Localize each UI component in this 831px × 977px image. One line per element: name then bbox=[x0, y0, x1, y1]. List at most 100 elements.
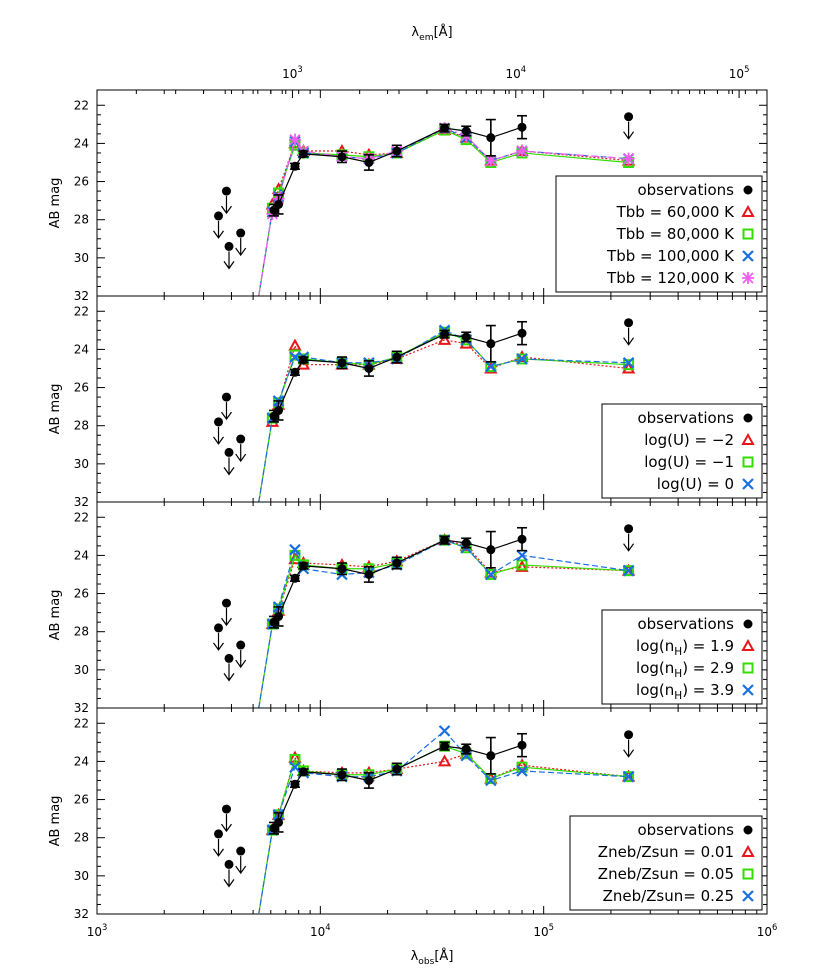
legend-label: Tbb = 60,000 K bbox=[616, 203, 736, 221]
upper-limit-arrow bbox=[223, 653, 235, 682]
series-point bbox=[621, 361, 636, 374]
observation-point bbox=[290, 573, 300, 583]
upper-limit-arrow bbox=[220, 186, 232, 215]
series-point bbox=[437, 332, 452, 345]
upper-limit-arrow bbox=[223, 859, 235, 888]
panel-frame bbox=[96, 707, 768, 915]
series-point bbox=[288, 338, 302, 351]
series-point bbox=[516, 353, 528, 365]
upper-limit-arrow bbox=[220, 392, 232, 421]
legend-marker bbox=[742, 250, 754, 262]
legend-entry: observations bbox=[637, 821, 753, 839]
observations-line bbox=[294, 332, 523, 373]
observation-point bbox=[337, 358, 347, 368]
y-tick-label: 32 bbox=[74, 907, 89, 921]
series-line bbox=[271, 127, 629, 215]
legend-label: Zneb/Zsun= 0.25 bbox=[603, 887, 734, 905]
legend-entry: Zneb/Zsun = 0.01 bbox=[598, 843, 755, 861]
observation-point bbox=[364, 157, 374, 167]
legend-entry: Tbb = 60,000 K bbox=[616, 203, 755, 221]
y-axis-label: AB mag bbox=[48, 178, 63, 229]
series-point bbox=[622, 356, 635, 369]
observation-point bbox=[517, 328, 527, 338]
legend-box bbox=[601, 609, 763, 705]
observation-point bbox=[274, 405, 284, 415]
legend-entry: Zneb/Zsun = 0.05 bbox=[598, 865, 754, 883]
upper-limit-arrow bbox=[235, 228, 247, 257]
observation-point bbox=[461, 126, 471, 136]
series-dropoff-line bbox=[258, 623, 273, 708]
series-point bbox=[289, 754, 301, 765]
series-line bbox=[271, 539, 629, 625]
legend-label: log(U) = 0 bbox=[657, 475, 734, 493]
legend-label: log(nH) = 2.9 bbox=[636, 659, 734, 680]
legend-entry: Tbb = 80,000 K bbox=[616, 225, 754, 243]
legend-entry: observations bbox=[637, 615, 753, 633]
y-axis-label: AB mag bbox=[48, 590, 63, 641]
series-line bbox=[271, 539, 629, 625]
series-point bbox=[289, 351, 301, 363]
legend-entry: Tbb = 100,000 K bbox=[606, 247, 754, 265]
series-point bbox=[623, 359, 635, 371]
bottom-tick-label: 106 bbox=[757, 922, 778, 939]
upper-limit-arrow bbox=[220, 598, 232, 627]
series-point bbox=[485, 774, 497, 787]
series-point bbox=[437, 754, 452, 767]
series-point bbox=[622, 770, 635, 783]
observation-point bbox=[274, 817, 284, 827]
observation-point bbox=[290, 367, 300, 377]
observation-point bbox=[337, 564, 347, 574]
series-dropoff-line bbox=[258, 210, 273, 296]
legend-marker bbox=[742, 272, 754, 284]
legend-entry: log(nH) = 2.9 bbox=[636, 659, 754, 680]
upper-limit-arrow bbox=[623, 730, 635, 758]
legend-entry: log(nH) = 1.9 bbox=[636, 637, 755, 658]
legend-label: log(U) = −2 bbox=[644, 431, 734, 449]
legend-marker bbox=[742, 456, 754, 468]
upper-limit-arrow bbox=[235, 434, 247, 463]
upper-limit-arrow bbox=[223, 241, 235, 270]
observation-point bbox=[517, 122, 527, 132]
y-tick-label: 28 bbox=[74, 831, 89, 845]
legend-entry: log(nH) = 3.9 bbox=[636, 681, 754, 702]
legend: observations Tbb = 60,000 K Tbb = 80,000 K… bbox=[555, 175, 763, 293]
observation-point bbox=[486, 133, 496, 143]
legend-marker bbox=[743, 185, 753, 195]
y-tick-label: 32 bbox=[74, 495, 89, 509]
observation-point bbox=[274, 199, 284, 209]
upper-limit-arrow bbox=[220, 804, 232, 833]
y-tick-label: 24 bbox=[74, 136, 89, 150]
y-tick-label: 28 bbox=[74, 625, 89, 639]
y-tick-label: 28 bbox=[74, 213, 89, 227]
observation-point bbox=[364, 775, 374, 785]
legend-label: Tbb = 120,000 K bbox=[606, 269, 735, 287]
y-tick-label: 24 bbox=[74, 548, 89, 562]
panel-1: 22 24 26 28 30 32 AB mag observations Tbb = 60,0… bbox=[48, 89, 768, 303]
observation-point bbox=[486, 339, 496, 349]
top-tick-label: 103 bbox=[282, 64, 303, 81]
legend-label: Tbb = 100,000 K bbox=[606, 247, 735, 265]
legend-box bbox=[555, 175, 763, 293]
y-axis-label: AB mag bbox=[48, 796, 63, 847]
observation-point bbox=[392, 558, 402, 568]
y-tick-label: 30 bbox=[74, 457, 89, 471]
observation-point bbox=[461, 538, 471, 548]
observation-point bbox=[517, 534, 527, 544]
legend-marker bbox=[741, 432, 755, 445]
upper-limit-arrow bbox=[235, 846, 247, 875]
series-dropoff-line bbox=[258, 417, 273, 502]
series-dropoff-line bbox=[258, 210, 273, 296]
y-tick-label: 30 bbox=[74, 869, 89, 883]
y-tick-label: 30 bbox=[74, 251, 89, 265]
series-line bbox=[271, 331, 629, 419]
legend-label: observations bbox=[637, 821, 734, 839]
upper-limit-arrow bbox=[623, 524, 635, 552]
top-axis-label: λem[Å] bbox=[411, 24, 452, 43]
panel-3: 22 24 26 28 30 32 AB mag observations log(nH) = … bbox=[48, 501, 768, 715]
upper-limit-arrow bbox=[213, 623, 224, 651]
observation-point bbox=[461, 332, 471, 342]
legend-label: log(nH) = 3.9 bbox=[636, 681, 734, 702]
observation-point bbox=[440, 535, 450, 545]
observation-point bbox=[440, 329, 450, 339]
